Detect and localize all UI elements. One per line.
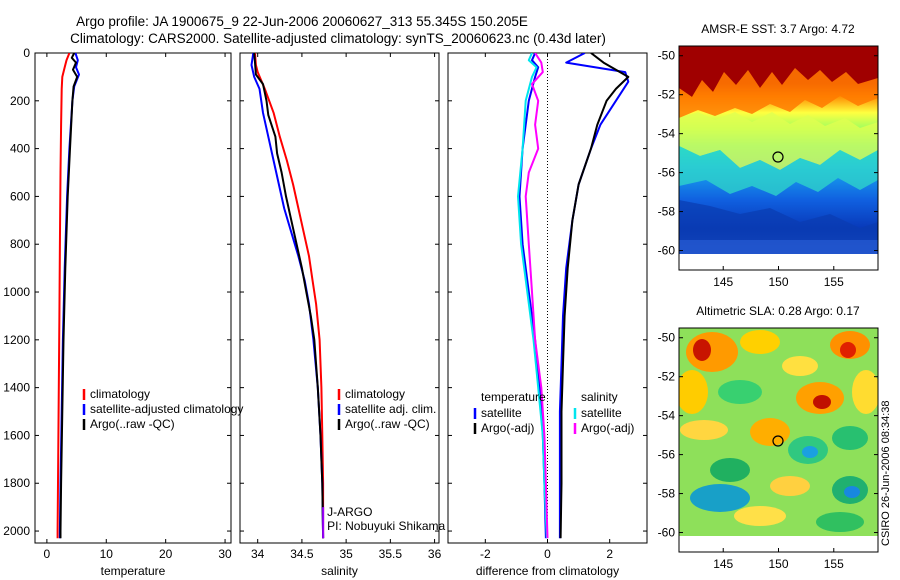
difference-xlabel: difference from climatology — [476, 564, 619, 578]
salinity-legend-label: satellite adj. clim. — [345, 402, 436, 416]
salinity-xlabel: salinity — [321, 564, 358, 578]
difference-axes-frame — [447, 52, 648, 544]
temperature-ytick-label: 2000 — [3, 524, 30, 538]
salinity-xtick-label: 34.5 — [290, 547, 314, 561]
sst-map-xtick-label: 155 — [824, 275, 844, 289]
salinity-annotation-1: PI: Nobuyuki Shikama — [327, 519, 445, 533]
salinity-panel: 34 34.5 35 35.5 36 salinity climatologysatelli… — [239, 52, 446, 578]
salinity-xtick-label: 35 — [339, 547, 353, 561]
sst-map-ytick-label: -52 — [658, 88, 676, 102]
temperature-ytick-label: 1800 — [3, 476, 30, 490]
temperature-xlabel: temperature — [101, 564, 166, 578]
difference-series-salinity-argo — [559, 53, 630, 539]
difference-series-temperature-argo-adj — [517, 53, 548, 539]
sst-map-axes: 145 150 155 -50 -52 -54 -56 -58 -60 — [658, 49, 878, 289]
sla-map-xtick-label: 150 — [768, 557, 788, 571]
temperature-axes-frame — [34, 52, 232, 544]
difference-legend-title: temperature — [481, 390, 546, 404]
temperature-ytick-label: 800 — [10, 237, 30, 251]
temperature-ytick-label: 1600 — [3, 428, 30, 442]
sla-map-ytick-label: -50 — [658, 331, 676, 345]
sla-map-ytick-label: -58 — [658, 487, 676, 501]
sla-map-ytick-label: -56 — [658, 448, 676, 462]
sla-map-ytick-label: -60 — [658, 526, 676, 540]
sla-argo-marker — [772, 435, 784, 447]
sla-map-ytick-label: -54 — [658, 409, 676, 423]
difference-panel: -2 0 2 difference from climatology temperatu… — [447, 52, 648, 578]
sla-map-xtick-label: 145 — [713, 557, 733, 571]
salinity-xtick-label: 35.5 — [379, 547, 403, 561]
temperature-legend-label: climatology — [90, 387, 150, 401]
temperature-ytick-label: 600 — [10, 189, 30, 203]
figure-title-line1: Argo profile: JA 1900675_9 22-Jun-2006 2… — [76, 14, 528, 29]
sla-map-image — [679, 328, 878, 536]
salinity-legend-label: climatology — [345, 387, 405, 401]
temperature-legend-label: Argo(..raw -QC) — [90, 417, 175, 431]
sst-map-panel: AMSR-E SST: 3.7 Argo: 4.72 145 150 155 -50 -… — [658, 22, 879, 289]
temperature-ytick-label: 1000 — [3, 285, 30, 299]
sst-map-ytick-label: -50 — [658, 49, 676, 63]
difference-legend-label: Argo(-adj) — [581, 421, 634, 435]
difference-series-salinity-satellite — [558, 53, 630, 539]
temperature-ytick-label: 1200 — [3, 333, 30, 347]
temperature-ytick-label: 200 — [10, 94, 30, 108]
temperature-panel: 0 200 400 600 800 1000 1200 1400 1600 1800 2000 0 10… — [3, 46, 243, 578]
temperature-series-argo-raw-qc — [59, 53, 79, 539]
temperature-legend-label: satellite-adjusted climatology — [90, 402, 243, 416]
difference-legend-label: Argo(-adj) — [481, 421, 534, 435]
temperature-xtick-label: 10 — [100, 547, 114, 561]
sla-map-title: Altimetric SLA: 0.28 Argo: 0.17 — [696, 304, 860, 318]
salinity-annotation-0: J-ARGO — [327, 505, 372, 519]
sla-map-panel: Altimetric SLA: 0.28 Argo: 0.17 — [658, 304, 879, 571]
sst-map-ytick-label: -54 — [658, 127, 676, 141]
difference-xtick-label: -2 — [480, 547, 491, 561]
salinity-series-satellite-adj-clim — [250, 53, 325, 539]
salinity-legend-label: Argo(..raw -QC) — [345, 417, 430, 431]
salinity-series-group — [250, 53, 325, 539]
sst-argo-marker — [772, 151, 784, 163]
salinity-xtick-label: 34 — [251, 547, 265, 561]
temperature-series-satellite-adjusted-climatology — [58, 53, 80, 539]
difference-series-salinity-argo-adj — [524, 53, 549, 539]
temperature-ytick-label: 400 — [10, 142, 30, 156]
temperature-ytick-label: 1400 — [3, 381, 30, 395]
temperature-xtick-label: 20 — [159, 547, 173, 561]
sst-map-xtick-label: 150 — [768, 275, 788, 289]
figure-title-line2: Climatology: CARS2000. Satellite-adjuste… — [70, 31, 606, 46]
sst-map-title: AMSR-E SST: 3.7 Argo: 4.72 — [701, 22, 855, 36]
sla-map-xtick-label: 155 — [824, 557, 844, 571]
temperature-series-climatology — [56, 53, 71, 539]
sst-map-ytick-label: -56 — [658, 166, 676, 180]
difference-legend-label: satellite — [481, 406, 522, 420]
salinity-axes-frame — [239, 52, 440, 544]
difference-legend-label: satellite — [581, 406, 622, 420]
sla-map-ytick-label: -52 — [658, 370, 676, 384]
salinity-series-argo-raw-qc — [253, 53, 325, 539]
temperature-series-group — [56, 53, 80, 539]
sst-map-ytick-label: -60 — [658, 244, 676, 258]
difference-xtick-label: 2 — [606, 547, 613, 561]
side-stamp: CSIRO 26-Jun-2006 08:34:38 — [880, 400, 892, 546]
difference-legend-title: salinity — [581, 390, 618, 404]
salinity-xtick-label: 36 — [428, 547, 442, 561]
temperature-xtick-label: 30 — [218, 547, 232, 561]
sst-map-ytick-label: -58 — [658, 205, 676, 219]
sla-map-axes: 145 150 155 -50 -52 -54 -56 -58 -60 — [658, 331, 878, 571]
sst-map-xtick-label: 145 — [713, 275, 733, 289]
difference-xtick-label: 0 — [544, 547, 551, 561]
temperature-xtick-label: 0 — [44, 547, 51, 561]
sst-map-image — [679, 46, 878, 254]
difference-series-group — [517, 53, 630, 539]
temperature-ytick-label: 0 — [23, 46, 30, 60]
